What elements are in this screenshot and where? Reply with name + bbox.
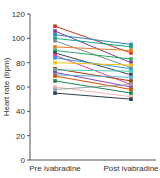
marker	[129, 49, 133, 53]
series-line	[55, 41, 131, 68]
marker	[53, 74, 57, 78]
marker	[129, 57, 133, 61]
y-tick	[27, 38, 30, 39]
marker	[129, 79, 133, 83]
chart: 0 20 40 60 80 100 120 Pre ivabradine Post ivabra…	[0, 0, 160, 178]
marker	[129, 69, 133, 73]
marker	[129, 75, 133, 79]
marker	[53, 56, 57, 60]
series-line	[55, 53, 131, 75]
y-tick	[27, 62, 30, 63]
marker	[129, 83, 133, 87]
y-tick	[27, 160, 30, 161]
y-tick-label: 40	[16, 107, 25, 116]
series-line	[55, 81, 131, 93]
y-tick	[27, 135, 30, 136]
marker	[129, 97, 133, 101]
series-line	[55, 85, 131, 90]
marker	[53, 91, 57, 95]
series-line	[55, 47, 131, 51]
marker	[53, 29, 57, 33]
series-line	[55, 69, 131, 81]
series-line	[55, 58, 131, 69]
series-line	[55, 63, 131, 65]
marker	[129, 83, 133, 87]
plot-area	[53, 24, 133, 101]
marker	[53, 88, 57, 92]
series-line	[55, 75, 131, 77]
marker	[53, 61, 57, 65]
y-tick	[27, 14, 30, 15]
y-tick-label: 120	[12, 10, 26, 19]
marker	[53, 33, 57, 37]
y-axis-label: Heart rate (bpm)	[2, 57, 11, 116]
x-tick-label: Pre ivabradine	[29, 164, 81, 173]
marker	[129, 45, 133, 49]
series-line	[55, 70, 131, 71]
marker	[129, 63, 133, 67]
series-line	[55, 31, 131, 63]
y-tick-label: 100	[12, 34, 26, 43]
y-tick	[27, 87, 30, 88]
series-line	[55, 38, 131, 47]
marker	[53, 39, 57, 43]
series-line	[55, 51, 131, 60]
marker	[53, 45, 57, 49]
series-line	[55, 26, 131, 53]
y-tick-label: 80	[16, 59, 25, 68]
marker	[129, 91, 133, 95]
y-tick-label: 60	[16, 83, 25, 92]
series-line	[55, 93, 131, 99]
marker	[129, 88, 133, 92]
y-tick-label: 0	[21, 156, 26, 165]
marker	[53, 79, 57, 83]
x-axis	[30, 160, 156, 161]
y-tick	[27, 111, 30, 112]
x-tick-label: Post ivabradine	[103, 164, 159, 173]
y-tick-label: 20	[16, 132, 25, 141]
marker	[53, 24, 57, 28]
